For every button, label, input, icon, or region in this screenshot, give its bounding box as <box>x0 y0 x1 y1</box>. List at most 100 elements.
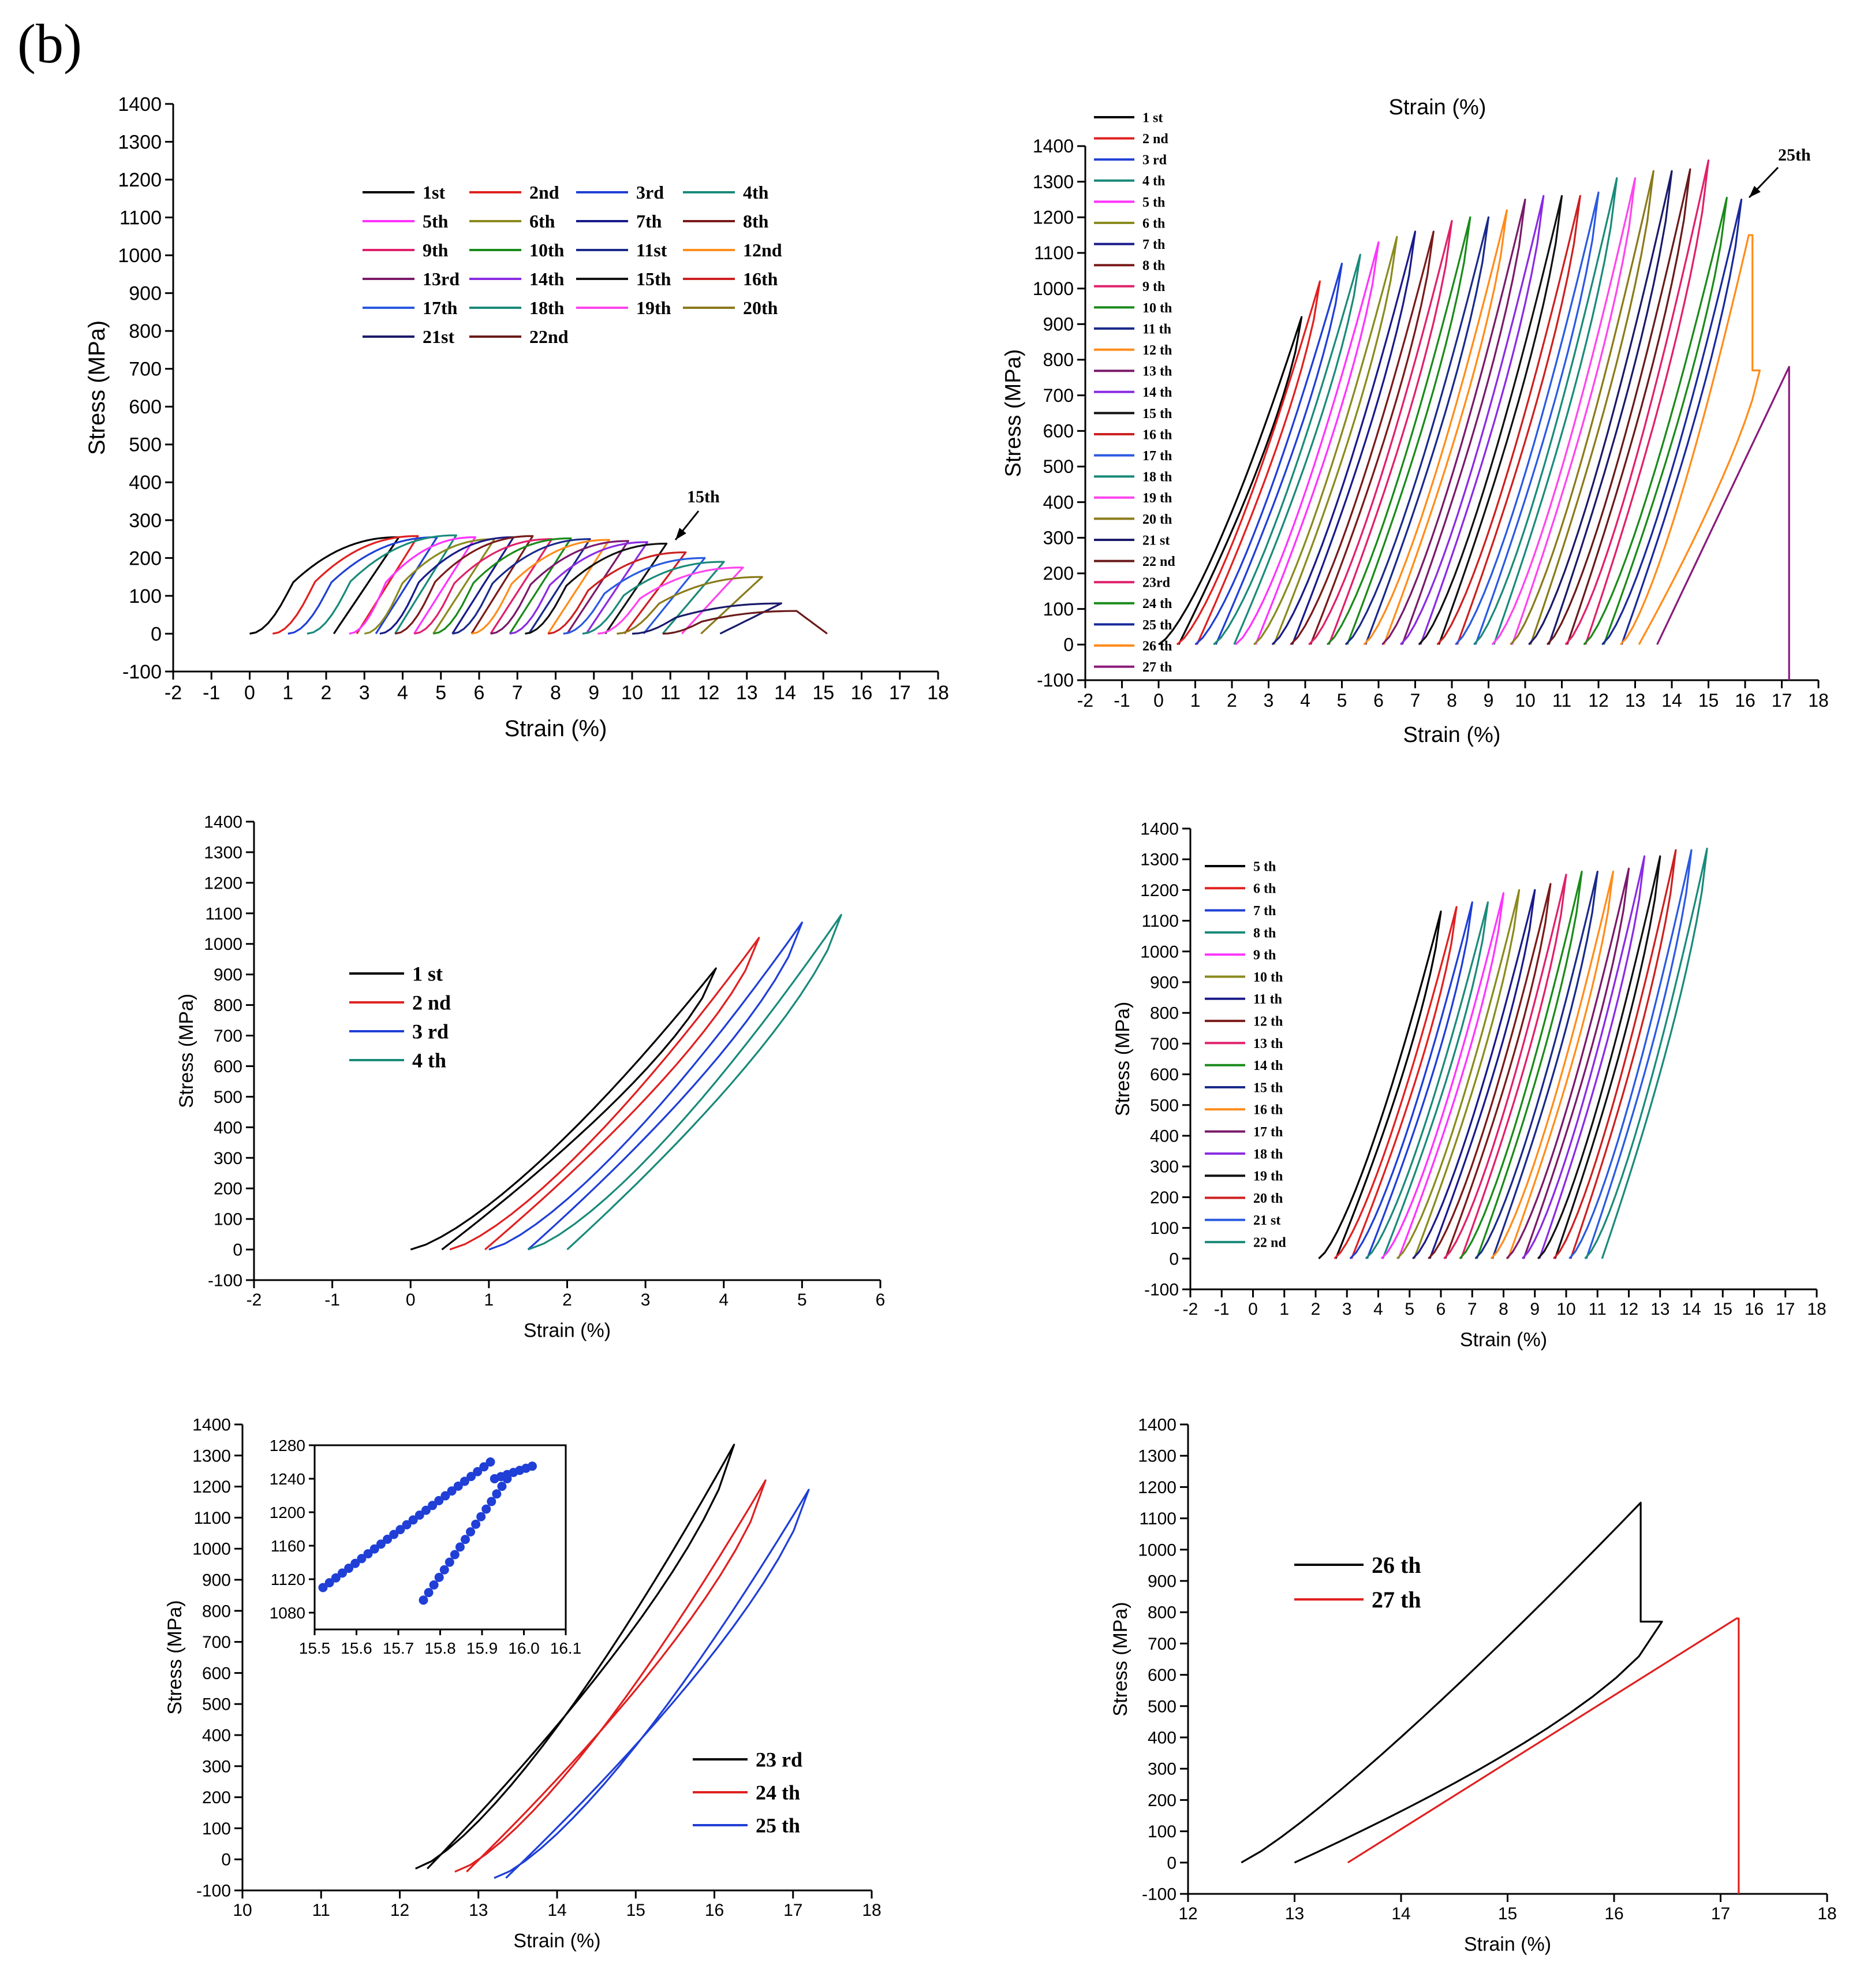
y-axis-label: Stress (MPa) <box>1110 1602 1131 1716</box>
y-tick-label: 500 <box>1148 1697 1176 1716</box>
legend-label: 5 th <box>1142 195 1165 210</box>
y-tick-label: 800 <box>1043 349 1074 370</box>
y-tick-label: 1300 <box>118 131 162 153</box>
x-tick-label: 15 <box>1698 690 1719 711</box>
series-line <box>1455 191 1600 646</box>
series-line <box>1491 177 1637 646</box>
legend-entry: 2 nd <box>1094 132 1168 147</box>
series-line <box>1176 280 1321 646</box>
chart-panel-1: -2 -1 0 1 2 3 4 5 6 7 8 9 10 11 12 13 14 15 16 17 18-1000100… <box>84 94 949 741</box>
legend-label: 27 th <box>1372 1587 1421 1613</box>
legend-label: 2 nd <box>412 991 451 1014</box>
inset-marker <box>337 1568 347 1578</box>
x-tick-label: 8 <box>1447 690 1457 711</box>
series-line <box>1510 170 1654 646</box>
legend-entry: 20 th <box>1094 512 1172 527</box>
series-line <box>1436 195 1581 646</box>
y-tick-label: 1400 <box>1140 820 1179 839</box>
series-line <box>415 1444 735 1870</box>
legend-entry: 27 th <box>1294 1587 1421 1613</box>
y-tick-label: 1200 <box>118 169 162 191</box>
y-tick-label: 1200 <box>204 874 242 893</box>
legend-entry: 15 th <box>1094 406 1172 422</box>
legend-label: 11 th <box>1142 322 1171 337</box>
y-tick-label: -100 <box>1144 1281 1179 1300</box>
x-tick-label: 17 <box>1711 1904 1730 1923</box>
inset-marker <box>453 1481 463 1491</box>
x-axis-label: Strain (%) <box>1403 723 1501 747</box>
y-tick-label: 800 <box>214 996 242 1015</box>
x-tick-label: 1 <box>1190 690 1201 711</box>
legend-label: 7th <box>636 211 662 232</box>
legend-entry: 2nd <box>469 182 559 203</box>
y-tick-label: 200 <box>202 1788 231 1807</box>
series-line <box>1412 889 1536 1259</box>
x-tick-label: 9 <box>1484 690 1494 711</box>
y-tick-label: 700 <box>202 1633 231 1652</box>
legend-entry: 24 th <box>1094 596 1172 611</box>
legend-label: 13rd <box>423 268 460 289</box>
legend-label: 12 th <box>1142 343 1172 358</box>
y-tick-label: 1200 <box>1138 1478 1176 1497</box>
inset-x-tick-label: 16.0 <box>508 1639 540 1657</box>
legend-entry: 8th <box>683 211 769 232</box>
y-tick-label: 0 <box>151 623 162 645</box>
legend-entry: 10 th <box>1094 301 1172 316</box>
legend-entry: 14th <box>469 268 565 289</box>
legend-label: 19 th <box>1142 491 1172 506</box>
series-line <box>1235 241 1380 646</box>
y-tick-label: 700 <box>1148 1635 1176 1654</box>
y-tick-label: 1000 <box>1140 942 1179 961</box>
legend-label: 5th <box>423 211 449 232</box>
inset-marker <box>487 1497 496 1506</box>
y-tick-label: 600 <box>1148 1666 1176 1685</box>
legend-label: 24 th <box>1142 596 1172 611</box>
y-tick-label: 0 <box>1063 635 1074 655</box>
legend-label: 25 th <box>1142 618 1172 633</box>
inset-marker <box>466 1527 476 1536</box>
inset-marker <box>350 1558 360 1568</box>
x-tick-label: 1 <box>1279 1300 1289 1319</box>
series-line <box>1583 196 1728 646</box>
legend-label: 11 th <box>1253 992 1282 1007</box>
inset-y-tick-label: 1240 <box>270 1470 305 1488</box>
series-line <box>471 539 610 635</box>
legend-entry: 26 th <box>1294 1552 1421 1578</box>
legend-entry: 4th <box>683 182 769 203</box>
x-tick-label: 13 <box>1650 1300 1669 1319</box>
figure-label: (b) <box>17 13 82 74</box>
legend-entry: 27 th <box>1094 660 1172 675</box>
inset-marker <box>440 1491 450 1501</box>
x-tick-label: 5 <box>1337 690 1347 711</box>
legend-label: 22 nd <box>1142 554 1175 569</box>
inset-marker <box>479 1462 489 1472</box>
y-tick-label: 800 <box>202 1602 231 1621</box>
legend-label: 4 th <box>1142 174 1165 189</box>
legend-entry: 25 th <box>693 1814 800 1837</box>
legend-label: 20th <box>743 297 778 318</box>
legend-label: 21 st <box>1253 1213 1280 1228</box>
legend-entry: 20 th <box>1205 1191 1283 1206</box>
y-tick-label: 1300 <box>1033 171 1074 192</box>
x-tick-label: -2 <box>1183 1300 1198 1319</box>
series-line <box>1564 159 1710 646</box>
series-line <box>1553 849 1677 1259</box>
y-tick-label: 500 <box>1150 1096 1179 1115</box>
legend-label: 26 th <box>1372 1552 1421 1578</box>
y-tick-label: 1100 <box>1141 912 1179 931</box>
x-tick-label: -2 <box>165 682 182 704</box>
inset-marker <box>434 1572 444 1582</box>
inset-marker <box>402 1520 412 1530</box>
legend-entry: 7th <box>576 211 662 232</box>
chart-panel-4: -2 -1 0 1 2 3 4 5 6 7 8 9 10 11 12 13 14 15 16 17 18-1000100… <box>1112 820 1827 1351</box>
series-line <box>349 536 476 635</box>
y-tick-label: 300 <box>1043 528 1074 549</box>
x-tick-label: 2 <box>562 1290 572 1310</box>
annotation-arrowhead <box>675 528 686 540</box>
y-tick-label: 400 <box>1148 1729 1176 1748</box>
y-tick-label: 1400 <box>118 94 162 115</box>
legend-entry: 7 th <box>1205 904 1276 919</box>
x-tick-label: 4 <box>1373 1300 1383 1319</box>
x-tick-label: 14 <box>1391 1904 1410 1923</box>
y-tick-label: -100 <box>196 1882 231 1901</box>
